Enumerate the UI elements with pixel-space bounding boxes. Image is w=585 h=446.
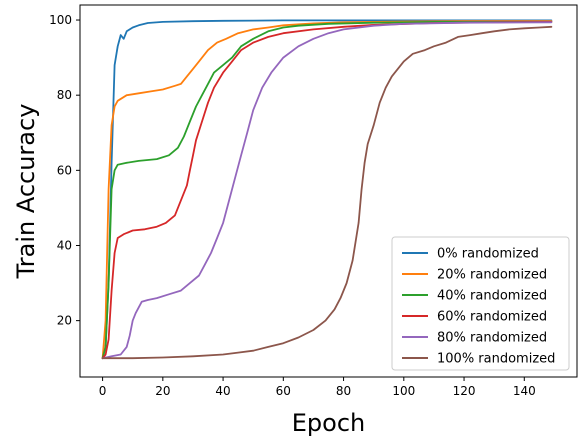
- y-tick-label-3: 80: [57, 88, 72, 102]
- series-line-0: [101, 19, 553, 360]
- x-tick-label-4: 80: [336, 384, 351, 398]
- series-line-1: [101, 20, 553, 360]
- x-tick-label-2: 40: [215, 384, 230, 398]
- series-line-4: [101, 21, 553, 360]
- y-tick-label-1: 40: [57, 238, 72, 252]
- series-line-2: [101, 21, 553, 360]
- legend-label-2: 40% randomized: [437, 289, 547, 304]
- y-tick-label-0: 20: [57, 314, 72, 328]
- y-axis-label: Train Accuracy: [12, 104, 40, 280]
- legend-label-3: 60% randomized: [437, 310, 547, 325]
- legend-frame: [391, 236, 570, 371]
- legend: 0% randomized 20% randomized 40% randomize…: [391, 236, 570, 371]
- legend-label-0: 0% randomized: [437, 247, 539, 262]
- plot-frame: [79, 4, 578, 378]
- x-tick-label-0: 0: [99, 384, 107, 398]
- series-layer: [101, 19, 553, 360]
- series-line-3: [101, 21, 553, 360]
- legend-label-5: 100% randomized: [437, 352, 555, 367]
- y-tick-label-4: 100: [49, 13, 72, 27]
- x-axis-label: Epoch: [292, 409, 366, 437]
- y-tick-label-2: 60: [57, 163, 72, 177]
- x-tick-label-5: 100: [392, 384, 415, 398]
- x-tick-label-3: 60: [276, 384, 291, 398]
- x-tick-label-1: 20: [155, 384, 170, 398]
- legend-label-1: 20% randomized: [437, 268, 547, 283]
- legend-label-4: 80% randomized: [437, 331, 547, 346]
- x-tick-label-7: 140: [513, 384, 536, 398]
- x-tick-label-6: 120: [453, 384, 476, 398]
- series-line-5: [101, 25, 553, 360]
- ticks-layer: 0 20 40 60 80 100 120 140 20 40 60 80 100: [49, 13, 536, 398]
